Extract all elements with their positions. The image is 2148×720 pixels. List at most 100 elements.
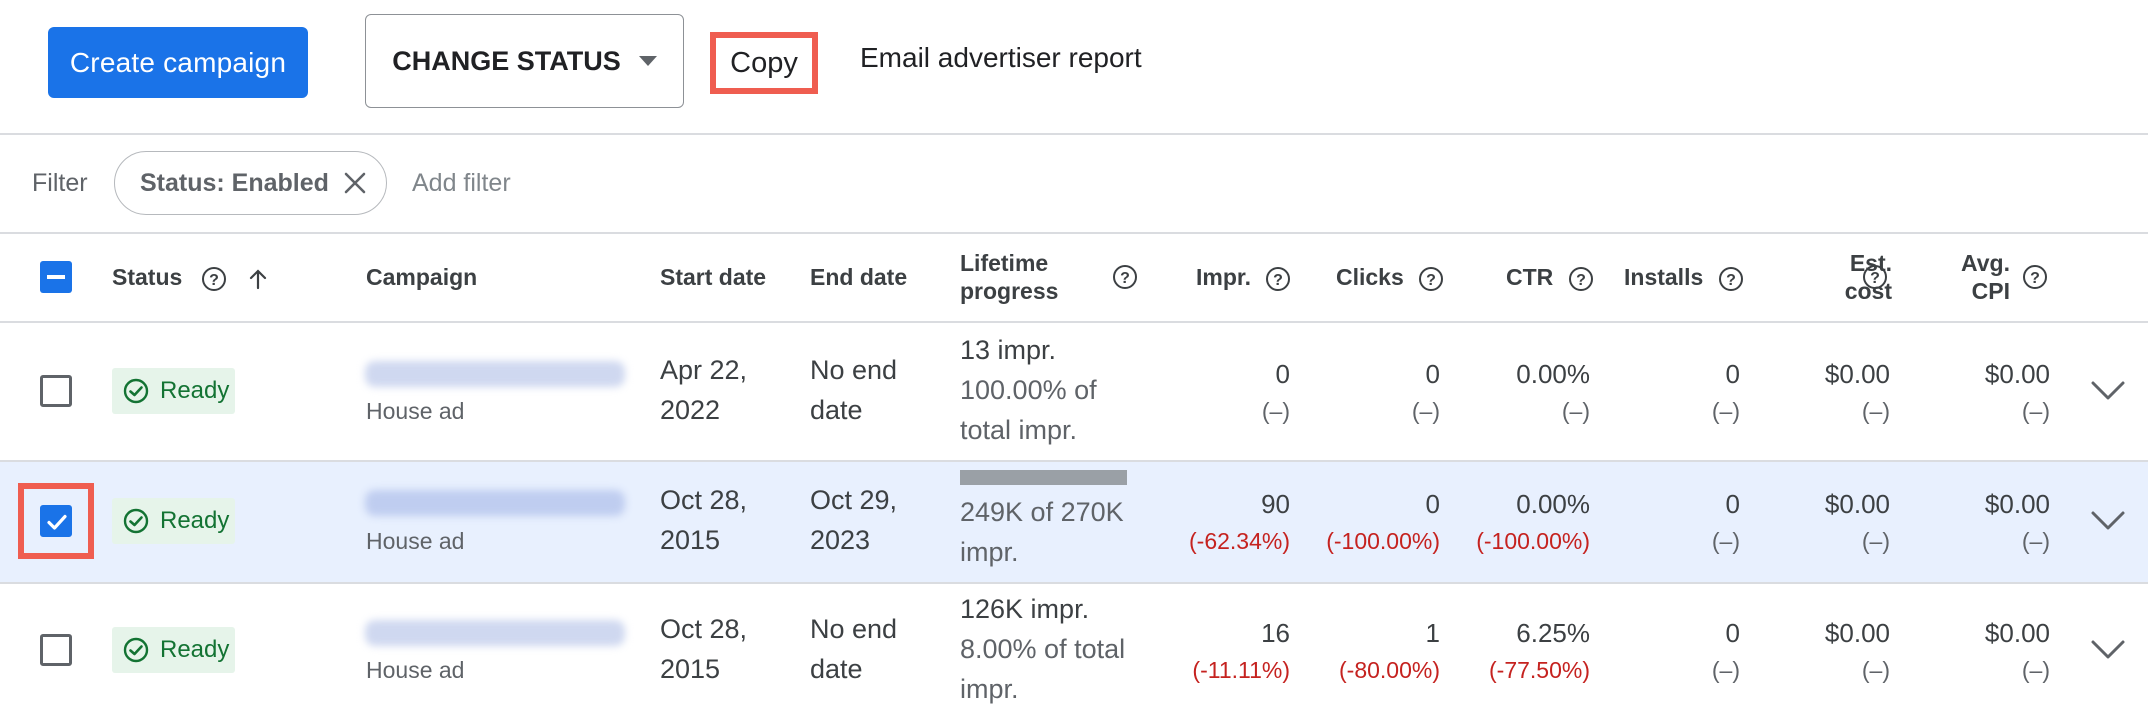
progress-bar (960, 470, 1142, 485)
campaign-name-link[interactable] (365, 361, 625, 387)
close-icon[interactable] (342, 170, 368, 196)
table-row[interactable]: Ready House ad Apr 22, 2022 No end date … (0, 323, 2148, 460)
avg-cpi-change: (–) (2021, 398, 2050, 424)
est-cost-change: (–) (1861, 657, 1890, 683)
campaign-name-link[interactable] (365, 620, 625, 646)
installs-value: 0 (1725, 359, 1740, 389)
header-ctr[interactable]: CTR ? (1506, 263, 1594, 292)
row-checkbox[interactable] (40, 505, 72, 537)
status-label: Ready (160, 507, 230, 534)
start-date-line2: 2022 (660, 395, 721, 425)
row-checkbox[interactable] (40, 634, 72, 666)
add-filter-button[interactable]: Add filter (412, 169, 511, 197)
svg-text:?: ? (1120, 270, 1130, 287)
progress-line: total impr. (960, 415, 1078, 445)
svg-text:?: ? (1576, 272, 1586, 289)
avg-cpi-value: $0.00 (1984, 618, 2050, 648)
est-cost-value: $0.00 (1824, 618, 1890, 648)
campaign-type: House ad (366, 657, 465, 683)
campaign-type: House ad (366, 528, 465, 554)
svg-text:?: ? (1726, 272, 1736, 289)
progress-line: impr. (960, 537, 1019, 567)
divider (0, 582, 2148, 584)
lifetime-progress: 126K impr. 8.00% of total impr. (960, 589, 1125, 709)
create-campaign-button[interactable]: Create campaign (48, 27, 308, 98)
installs-change: (–) (1711, 398, 1740, 424)
status-badge: Ready (112, 368, 235, 414)
impr-change: (-62.34%) (1189, 528, 1290, 554)
chevron-down-icon[interactable] (2090, 510, 2126, 532)
est-cost-change: (–) (1861, 528, 1890, 554)
help-icon[interactable]: ? (1862, 264, 1888, 290)
help-icon[interactable]: ? (1112, 264, 1138, 290)
clicks-value: 0 (1425, 489, 1440, 519)
ctr-value: 0.00% (1516, 359, 1590, 389)
status-label: Ready (160, 377, 230, 404)
ctr-value: 0.00% (1516, 489, 1590, 519)
start-date-line2: 2015 (660, 654, 721, 684)
end-date-line1: No end (810, 614, 898, 644)
ctr-change: (–) (1561, 398, 1590, 424)
table-row[interactable]: Ready House ad Oct 28, 2015 Oct 29, 2023… (0, 462, 2148, 582)
lifetime-progress: 13 impr. 100.00% of total impr. (960, 330, 1097, 450)
divider (0, 321, 2148, 323)
clicks-value: 0 (1425, 359, 1440, 389)
clicks-change: (-100.00%) (1326, 528, 1440, 554)
email-advertiser-report-button[interactable]: Email advertiser report (860, 42, 1142, 73)
copy-button[interactable]: Copy (710, 32, 818, 94)
checkbox-highlight (18, 483, 94, 559)
help-icon[interactable]: ? (201, 266, 227, 292)
clicks-change: (-80.00%) (1339, 657, 1440, 683)
header-clicks-label: Clicks (1336, 264, 1404, 290)
help-icon[interactable]: ? (2022, 264, 2048, 290)
avg-cpi-value: $0.00 (1984, 489, 2050, 519)
impr-change: (–) (1261, 398, 1290, 424)
chevron-down-icon[interactable] (2090, 639, 2126, 661)
header-status[interactable]: Status ? (112, 263, 271, 292)
end-date-line1: No end (810, 355, 898, 385)
start-date: Oct 28, 2015 (660, 609, 747, 689)
divider (0, 133, 2148, 135)
svg-text:?: ? (1426, 272, 1436, 289)
header-impr-label: Impr. (1196, 264, 1251, 290)
select-all-checkbox[interactable] (40, 261, 72, 293)
header-end-date[interactable]: End date (810, 264, 908, 290)
change-status-label: CHANGE STATUS (392, 45, 621, 76)
est-cost-value: $0.00 (1824, 359, 1890, 389)
dropdown-caret-icon (638, 56, 657, 66)
avg-cpi-change: (–) (2021, 528, 2050, 554)
end-date: Oct 29, 2023 (810, 480, 897, 560)
header-avg-cpi[interactable]: Avg. CPI (1940, 249, 2010, 305)
change-status-dropdown[interactable]: CHANGE STATUS (365, 14, 684, 108)
help-icon[interactable]: ? (1718, 266, 1744, 292)
table-row[interactable]: Ready House ad Oct 28, 2015 No end date … (0, 584, 2148, 720)
header-start-date[interactable]: Start date (660, 264, 767, 290)
sort-arrow-up-icon[interactable] (245, 266, 271, 292)
header-lifetime-progress[interactable]: Lifetime progress (960, 249, 1058, 305)
progress-line: 126K impr. (960, 594, 1090, 624)
chevron-down-icon[interactable] (2090, 380, 2126, 402)
header-impr[interactable]: Impr. ? (1196, 263, 1291, 292)
end-date: No end date (810, 609, 897, 689)
toolbar: Create campaign CHANGE STATUS Copy Email… (0, 0, 2148, 134)
start-date-line1: Apr 22, (660, 355, 748, 385)
status-label: Ready (160, 636, 230, 663)
filter-chip-status[interactable]: Status: Enabled (114, 151, 387, 215)
end-date: No end date (810, 350, 897, 430)
header-installs[interactable]: Installs ? (1624, 263, 1744, 292)
start-date-line1: Oct 28, (660, 614, 748, 644)
header-clicks[interactable]: Clicks ? (1336, 263, 1444, 292)
clicks-value: 1 (1425, 618, 1440, 648)
header-campaign[interactable]: Campaign (366, 264, 478, 290)
help-icon[interactable]: ? (1418, 266, 1444, 292)
header-ctr-label: CTR (1506, 264, 1554, 290)
header-lifetime-line1: Lifetime (960, 250, 1049, 276)
header-status-label: Status (112, 264, 183, 290)
row-checkbox[interactable] (40, 375, 72, 407)
end-date-line2: date (810, 654, 863, 684)
campaign-name-link[interactable] (365, 490, 625, 516)
installs-value: 0 (1725, 618, 1740, 648)
avg-cpi-value: $0.00 (1984, 359, 2050, 389)
help-icon[interactable]: ? (1265, 266, 1291, 292)
help-icon[interactable]: ? (1568, 266, 1594, 292)
